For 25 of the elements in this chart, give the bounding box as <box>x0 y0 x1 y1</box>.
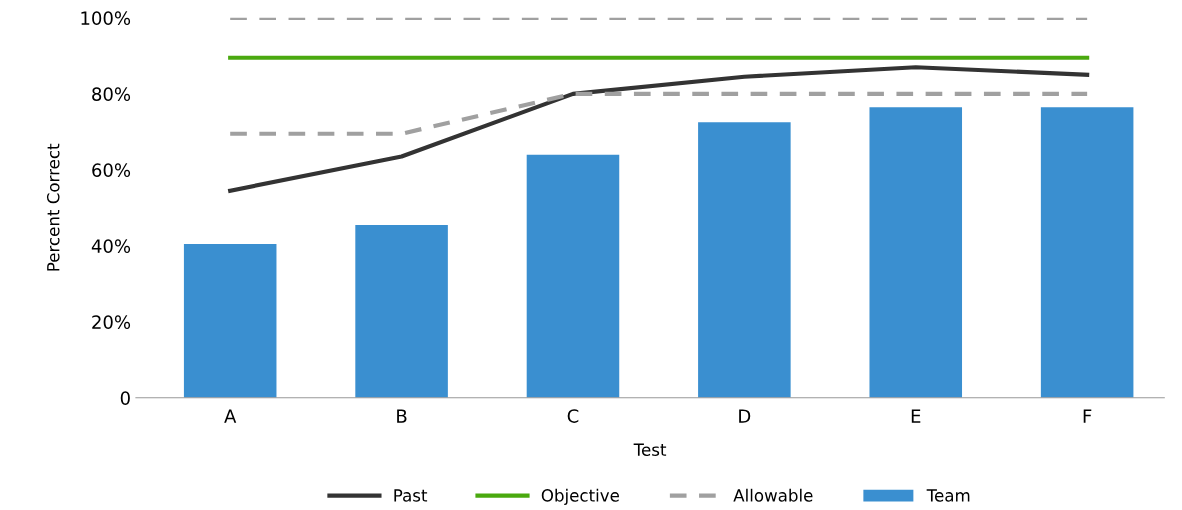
x-tick-label: E <box>911 409 921 423</box>
x-tick-label: F <box>1083 409 1092 423</box>
legend-label: Team <box>926 489 970 502</box>
y-axis-title: Percent Correct <box>46 143 60 271</box>
bar <box>183 243 277 398</box>
bar <box>869 107 963 398</box>
y-tick-label: 60% <box>92 163 131 177</box>
x-tick-label: D <box>739 409 751 423</box>
x-tick-label: A <box>224 409 237 423</box>
y-tick-label: 0 <box>120 391 130 405</box>
x-tick-label: B <box>397 409 407 423</box>
y-tick-label: 100% <box>81 11 131 25</box>
bar <box>526 154 620 398</box>
line-series <box>228 65 1090 193</box>
legend-label: Past <box>394 489 428 502</box>
y-tick-label: 20% <box>92 315 131 329</box>
x-tick-label: C <box>567 409 579 423</box>
bar <box>355 224 448 398</box>
bar <box>1040 107 1134 398</box>
y-tick-label: 40% <box>91 239 131 253</box>
y-tick-label: 80% <box>92 87 131 101</box>
legend-label: Allowable <box>733 488 813 502</box>
x-axis-title: Test <box>633 443 667 456</box>
bar <box>698 122 791 398</box>
legend-label: Objective <box>541 488 619 505</box>
